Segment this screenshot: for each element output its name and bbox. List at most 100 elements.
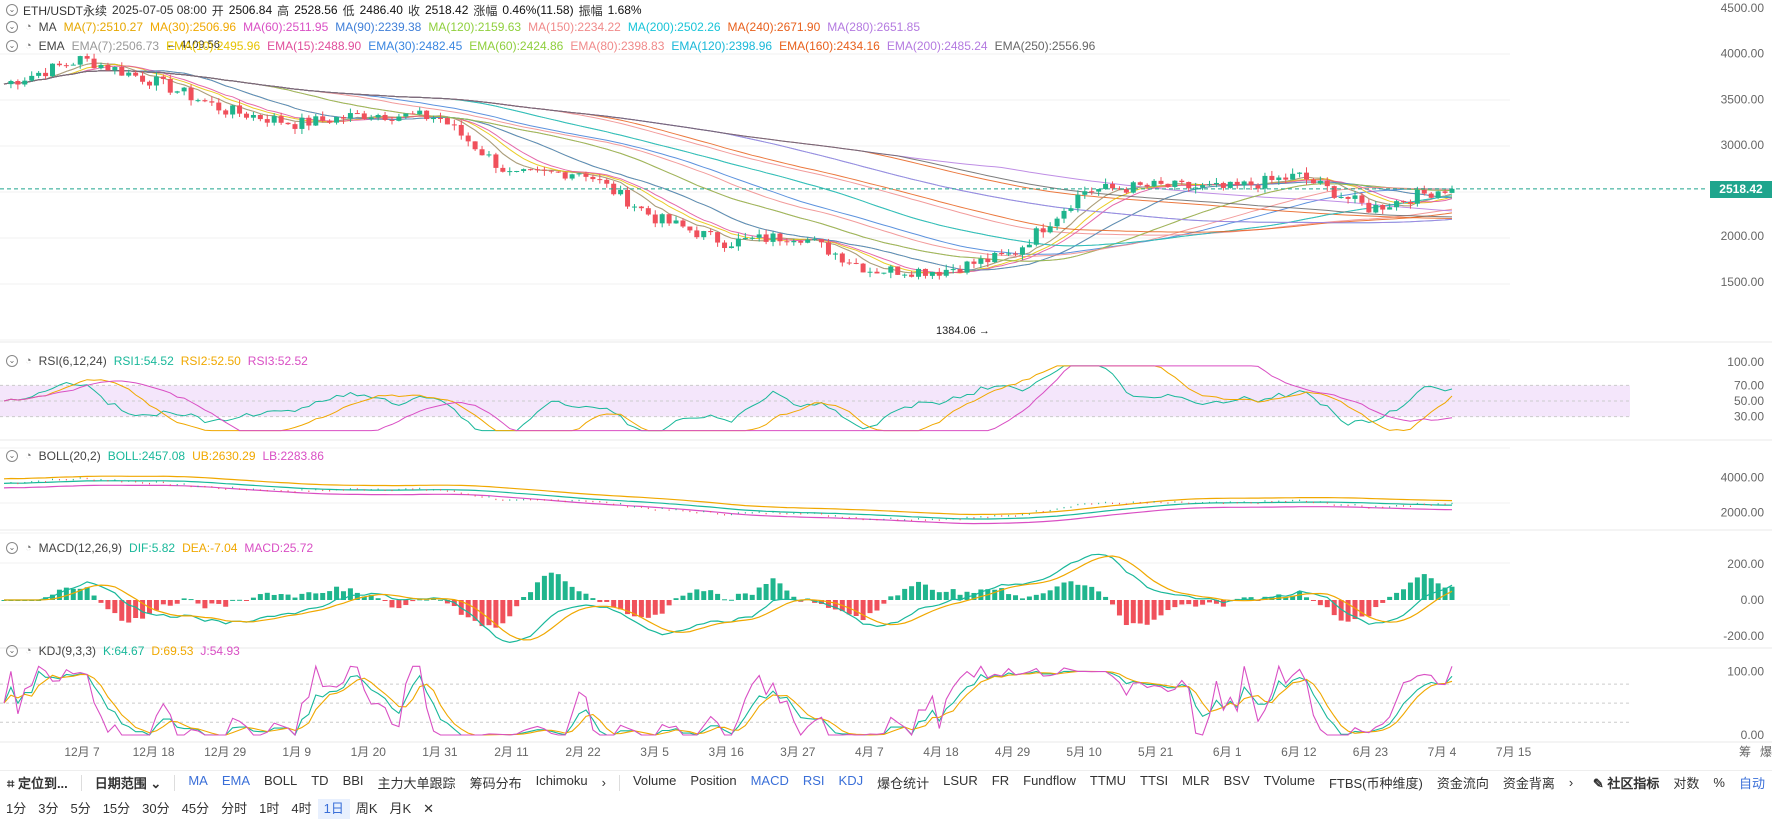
candle-body <box>292 124 298 129</box>
macd-bar <box>188 599 194 601</box>
timeframe-45分[interactable]: 45分 <box>181 801 210 816</box>
bell-icon[interactable]: ◔ <box>25 21 32 33</box>
collapse-icon[interactable]: ⌄ <box>6 645 18 657</box>
macd-bar <box>375 598 381 600</box>
timeframe-周K[interactable]: 周K <box>355 801 378 816</box>
bell-icon[interactable]: ◔ <box>25 542 32 554</box>
candle-body <box>500 167 506 172</box>
timeframe-5分[interactable]: 5分 <box>70 801 91 816</box>
macd-legend: ⌄ ◔ MACD(12,26,9) DIF:5.82 DEA:-7.04 MACD:25.… <box>6 540 313 556</box>
indicator-ichimoku[interactable]: Ichimoku <box>535 773 588 788</box>
timeframe-3分[interactable]: 3分 <box>38 801 59 816</box>
candle-body <box>1061 210 1067 219</box>
log-toggle[interactable]: 对数 <box>1673 776 1700 791</box>
date-tick: 1月 20 <box>351 745 387 759</box>
bell-icon[interactable]: ◔ <box>25 645 32 657</box>
collapse-icon[interactable]: ⌄ <box>6 21 18 33</box>
candle-body <box>673 220 679 224</box>
chevron-right-icon[interactable]: › <box>1568 775 1574 790</box>
boll-legend: ⌄ ◔ BOLL(20,2) BOLL:2457.08 UB:2630.29 LB:228… <box>6 448 324 464</box>
subindicator-bsv[interactable]: BSV <box>1223 773 1250 788</box>
indicator-ma[interactable]: MA <box>188 773 208 788</box>
bell-icon[interactable]: ◔ <box>25 40 32 52</box>
candle-body <box>548 170 554 172</box>
subindicator-mlr[interactable]: MLR <box>1182 773 1210 788</box>
bell-icon[interactable]: ◔ <box>25 450 32 462</box>
macd-bar <box>1186 600 1192 605</box>
macd-bar <box>56 589 62 600</box>
candle-body <box>181 87 187 92</box>
ma-line <box>3 62 1453 275</box>
macd-bar <box>368 594 374 600</box>
subindicator-ttmu[interactable]: TTMU <box>1089 773 1126 788</box>
subindicator-tvolume[interactable]: TVolume <box>1263 773 1315 788</box>
candle-body <box>528 169 534 171</box>
collapse-icon[interactable]: ⌄ <box>6 542 18 554</box>
subindicator-fr[interactable]: FR <box>991 773 1010 788</box>
candle-body <box>1269 175 1275 181</box>
subindicator-macd[interactable]: MACD <box>750 773 789 788</box>
macd-bar <box>70 588 76 600</box>
timeframe-4时[interactable]: 4时 <box>291 801 312 816</box>
macd-bar <box>659 600 665 614</box>
indicator-bbi[interactable]: BBI <box>342 773 364 788</box>
subindicator-爆仓统计[interactable]: 爆仓统计 <box>877 776 930 791</box>
macd-line <box>4 553 1453 644</box>
indicator-ema[interactable]: EMA <box>221 773 250 788</box>
percent-toggle[interactable]: % <box>1713 775 1725 790</box>
macd-bar <box>493 600 499 628</box>
indicator-td[interactable]: TD <box>311 773 329 788</box>
subindicator-fundflow[interactable]: Fundflow <box>1023 773 1076 788</box>
indicator-筹码分布[interactable]: 筹码分布 <box>469 776 522 791</box>
close-icon[interactable]: ✕ <box>423 801 435 816</box>
indicator-主力大单跟踪[interactable]: 主力大单跟踪 <box>377 776 456 791</box>
open-value: 2506.84 <box>228 3 273 17</box>
candle-body <box>243 113 249 118</box>
candle-body <box>756 234 762 238</box>
subindicator-lsur[interactable]: LSUR <box>943 773 978 788</box>
collapse-icon[interactable]: ⌄ <box>6 4 18 16</box>
subindicator-ttsi[interactable]: TTSI <box>1140 773 1169 788</box>
macd-bar <box>1213 600 1219 604</box>
timeframe-月K[interactable]: 月K <box>389 801 412 816</box>
macd-bar <box>722 599 728 601</box>
timeframe-1日[interactable]: 1日 <box>317 799 350 819</box>
community-indicators-button[interactable]: ✎ 社区指标 <box>1586 773 1667 792</box>
macd-bar <box>167 600 173 606</box>
subindicator-volume[interactable]: Volume <box>632 773 677 788</box>
auto-toggle[interactable]: 自动 <box>1738 776 1765 791</box>
macd-bar <box>1359 600 1365 617</box>
collapse-icon[interactable]: ⌄ <box>6 355 18 367</box>
timeframe-30分[interactable]: 30分 <box>142 801 170 816</box>
candle-body <box>1137 182 1143 185</box>
date-range-button[interactable]: 日期范围 ⌄ <box>88 773 169 792</box>
candle-body <box>888 266 894 273</box>
macd-bar <box>354 592 360 600</box>
candle-body <box>1366 202 1372 213</box>
bell-icon[interactable]: ◔ <box>25 355 32 367</box>
subindicator-资金背离[interactable]: 资金背离 <box>1502 776 1555 791</box>
macd-bar <box>340 591 346 600</box>
candle-body <box>805 239 811 243</box>
subindicator-rsi[interactable]: RSI <box>802 773 825 788</box>
timeframe-分时[interactable]: 分时 <box>221 801 248 816</box>
subindicator-position[interactable]: Position <box>690 773 737 788</box>
legend-value: RSI1:54.52 <box>113 354 174 368</box>
chevron-right-icon[interactable]: › <box>601 775 606 790</box>
date-tick: 4月 18 <box>923 745 959 759</box>
timeframe-15分[interactable]: 15分 <box>102 801 131 816</box>
indicator-boll[interactable]: BOLL <box>263 773 298 788</box>
macd-bar <box>1123 600 1129 626</box>
subindicator-ftbs(币种维度)[interactable]: FTBS(币种维度) <box>1328 776 1423 791</box>
collapse-icon[interactable]: ⌄ <box>6 40 18 52</box>
timeframe-1分[interactable]: 1分 <box>6 801 27 816</box>
collapse-icon[interactable]: ⌄ <box>6 450 18 462</box>
locate-button[interactable]: ⌗ 定位到... <box>0 773 75 792</box>
subindicator-资金流向[interactable]: 资金流向 <box>1436 776 1489 791</box>
candle-body <box>722 242 728 249</box>
candle-body <box>334 116 340 123</box>
candle-body <box>1186 182 1192 189</box>
subindicator-kdj[interactable]: KDJ <box>838 773 864 788</box>
timeframe-1时[interactable]: 1时 <box>259 801 280 816</box>
